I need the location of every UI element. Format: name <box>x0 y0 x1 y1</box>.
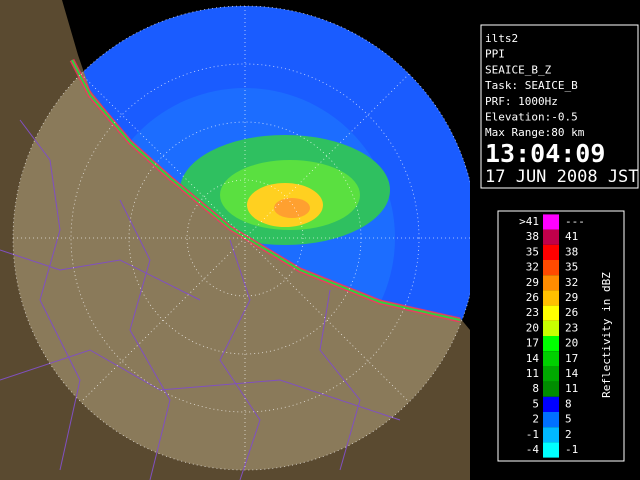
legend-low: 23 <box>526 306 539 319</box>
info-panel <box>480 24 639 189</box>
legend-swatch <box>543 412 559 428</box>
legend-low: 38 <box>526 230 539 243</box>
legend-swatch <box>543 336 559 352</box>
legend-high: -1 <box>565 443 578 456</box>
legend-high: 23 <box>565 321 578 334</box>
legend-low: 32 <box>526 261 539 274</box>
legend-swatch <box>543 396 559 412</box>
info-text: ilts2 PPI SEAICE_B_Z Task: SEAICE_B PRF: 100… <box>485 32 585 139</box>
legend-swatch <box>543 260 559 276</box>
legend-high: 29 <box>565 291 578 304</box>
info-line: Task: SEAICE_B <box>485 79 578 92</box>
info-line: ilts2 <box>485 32 518 45</box>
legend-low: 11 <box>526 367 539 380</box>
legend-low: >41 <box>519 215 539 228</box>
echo-orange <box>274 198 310 218</box>
legend-high: 2 <box>565 428 572 441</box>
radar-map <box>0 0 470 480</box>
date: 17 JUN 2008 JST <box>485 167 639 187</box>
land-in-range <box>13 6 470 470</box>
legend-high: 32 <box>565 276 578 289</box>
legend-low: 35 <box>526 245 539 258</box>
legend-swatch <box>543 427 559 443</box>
info-line: Elevation:-0.5 <box>485 111 578 124</box>
legend-swatch <box>543 381 559 397</box>
legend-swatch <box>543 244 559 260</box>
time: 13:04:09 <box>485 139 605 168</box>
legend-low: -4 <box>526 443 540 456</box>
legend-box <box>497 210 625 462</box>
legend-swatch <box>543 351 559 367</box>
legend-high: 17 <box>565 352 578 365</box>
legend-swatch <box>543 275 559 291</box>
legend-high: 11 <box>565 382 578 395</box>
legend-swatch <box>543 366 559 382</box>
legend-swatch <box>543 229 559 245</box>
legend-high: --- <box>565 215 585 228</box>
legend-low: 2 <box>532 413 539 426</box>
legend-low: -1 <box>526 428 539 441</box>
info-line: PRF: 1000Hz <box>485 95 558 108</box>
legend-swatch <box>543 290 559 306</box>
legend-high: 5 <box>565 413 572 426</box>
legend-high: 41 <box>565 230 578 243</box>
legend-swatch <box>543 442 559 458</box>
legend-low: 20 <box>526 321 539 334</box>
legend-high: 8 <box>565 397 572 410</box>
coast-echo-green <box>71 59 461 321</box>
legend-high: 14 <box>565 367 579 380</box>
info-line: Max Range:80 km <box>485 126 585 139</box>
legend-low: 14 <box>526 352 540 365</box>
legend-low: 17 <box>526 337 539 350</box>
legend-title: Reflectivity in dBZ <box>600 272 613 398</box>
legend-low: 29 <box>526 276 539 289</box>
legend-swatch <box>543 305 559 321</box>
legend-high: 38 <box>565 245 578 258</box>
range-rings <box>12 5 470 471</box>
legend-low: 5 <box>532 397 539 410</box>
legend-high: 20 <box>565 337 578 350</box>
legend-low: 26 <box>526 291 539 304</box>
legend: >41 --- 38 41 35 38 32 35 29 32 26 29 23 26 20 23 17 20 14… <box>519 214 585 458</box>
info-line: SEAICE_B_Z <box>485 63 552 76</box>
legend-low: 8 <box>532 382 539 395</box>
legend-high: 35 <box>565 261 578 274</box>
legend-swatch <box>543 320 559 336</box>
legend-swatch <box>543 214 559 230</box>
info-line: PPI <box>485 48 505 61</box>
legend-high: 26 <box>565 306 578 319</box>
rivers <box>0 119 401 480</box>
